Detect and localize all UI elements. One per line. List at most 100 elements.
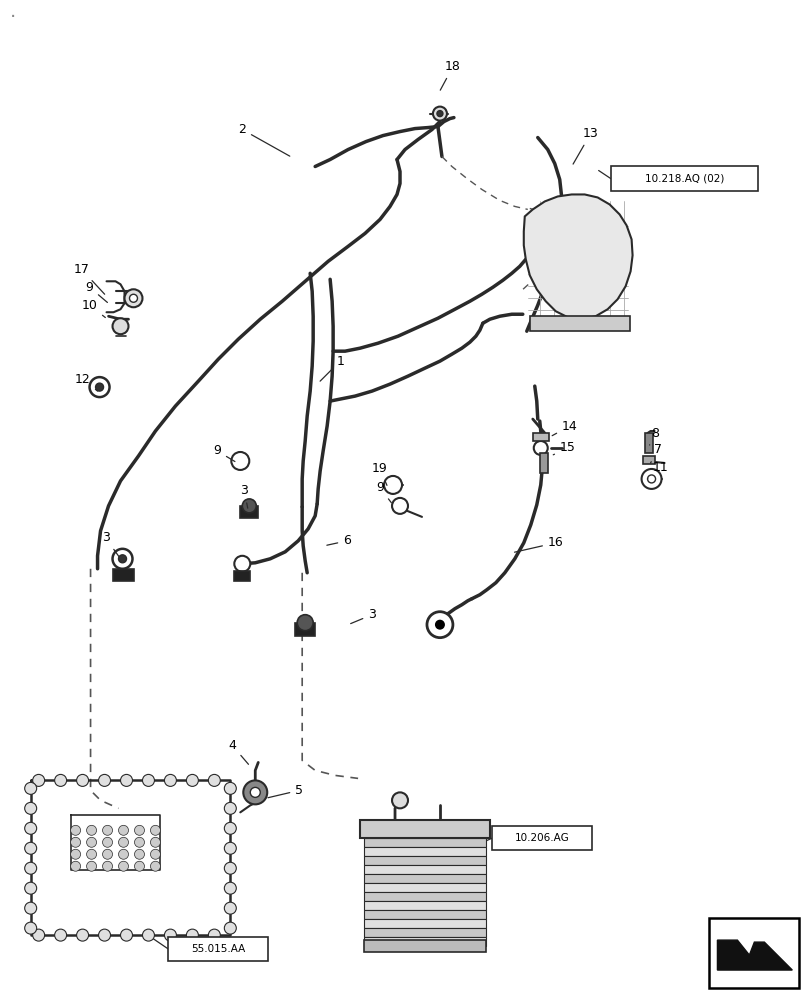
Bar bbox=[363, 883, 485, 892]
Bar bbox=[363, 928, 485, 937]
Circle shape bbox=[24, 922, 36, 934]
Circle shape bbox=[120, 774, 132, 786]
Circle shape bbox=[234, 556, 250, 572]
Text: 10.206.AG: 10.206.AG bbox=[513, 833, 569, 843]
Circle shape bbox=[224, 862, 236, 874]
Circle shape bbox=[118, 837, 128, 847]
Circle shape bbox=[187, 929, 198, 941]
Circle shape bbox=[135, 837, 144, 847]
Circle shape bbox=[142, 774, 154, 786]
Circle shape bbox=[87, 849, 97, 859]
Circle shape bbox=[150, 825, 161, 835]
Circle shape bbox=[87, 861, 97, 871]
Bar bbox=[532, 433, 548, 441]
Text: 8: 8 bbox=[649, 427, 659, 445]
Bar bbox=[642, 456, 654, 464]
Circle shape bbox=[24, 842, 36, 854]
Text: 4: 4 bbox=[228, 739, 248, 764]
Circle shape bbox=[224, 842, 236, 854]
Circle shape bbox=[224, 802, 236, 814]
Text: .: . bbox=[10, 2, 16, 21]
Circle shape bbox=[135, 825, 144, 835]
Circle shape bbox=[187, 774, 198, 786]
Circle shape bbox=[135, 849, 144, 859]
Circle shape bbox=[533, 441, 547, 455]
Circle shape bbox=[208, 774, 220, 786]
Circle shape bbox=[71, 849, 80, 859]
Circle shape bbox=[118, 849, 128, 859]
Bar bbox=[234, 571, 250, 581]
Circle shape bbox=[118, 555, 127, 563]
Polygon shape bbox=[717, 940, 792, 970]
Circle shape bbox=[436, 111, 442, 117]
Bar bbox=[295, 623, 315, 636]
Circle shape bbox=[124, 289, 142, 307]
Circle shape bbox=[165, 774, 176, 786]
Circle shape bbox=[150, 849, 161, 859]
Circle shape bbox=[165, 929, 176, 941]
Circle shape bbox=[231, 452, 249, 470]
Bar bbox=[709, 918, 798, 988]
Text: 55.015.AA: 55.015.AA bbox=[191, 944, 245, 954]
Circle shape bbox=[113, 549, 132, 569]
Bar bbox=[240, 506, 258, 518]
Circle shape bbox=[102, 825, 113, 835]
Text: 3: 3 bbox=[101, 531, 118, 557]
Circle shape bbox=[435, 620, 444, 630]
Circle shape bbox=[98, 929, 110, 941]
Circle shape bbox=[71, 837, 80, 847]
Circle shape bbox=[150, 837, 161, 847]
Text: 18: 18 bbox=[440, 60, 461, 90]
Bar bbox=[529, 316, 629, 331]
Circle shape bbox=[32, 929, 45, 941]
Bar bbox=[539, 453, 547, 473]
Circle shape bbox=[118, 861, 128, 871]
Text: 3: 3 bbox=[350, 608, 375, 624]
Circle shape bbox=[76, 929, 88, 941]
Text: 12: 12 bbox=[75, 373, 97, 391]
Circle shape bbox=[150, 861, 161, 871]
Circle shape bbox=[224, 782, 236, 794]
Circle shape bbox=[392, 792, 407, 808]
Circle shape bbox=[102, 837, 113, 847]
Text: 16: 16 bbox=[514, 536, 563, 552]
Circle shape bbox=[384, 476, 401, 494]
Circle shape bbox=[24, 802, 36, 814]
Circle shape bbox=[427, 612, 453, 638]
Text: 19: 19 bbox=[371, 462, 388, 485]
Circle shape bbox=[96, 383, 104, 391]
Bar bbox=[363, 919, 485, 928]
Circle shape bbox=[224, 902, 236, 914]
Circle shape bbox=[242, 499, 256, 513]
Bar bbox=[363, 847, 485, 856]
Circle shape bbox=[87, 825, 97, 835]
Circle shape bbox=[129, 294, 137, 302]
Circle shape bbox=[24, 862, 36, 874]
Bar bbox=[363, 937, 485, 946]
Bar bbox=[168, 937, 268, 961]
Circle shape bbox=[250, 787, 260, 797]
Bar bbox=[113, 569, 135, 581]
Bar bbox=[363, 892, 485, 901]
Circle shape bbox=[641, 469, 661, 489]
Text: 17: 17 bbox=[74, 263, 105, 294]
Circle shape bbox=[76, 774, 88, 786]
Text: 11: 11 bbox=[646, 461, 667, 479]
Circle shape bbox=[24, 782, 36, 794]
Text: 6: 6 bbox=[327, 534, 350, 547]
Text: 3: 3 bbox=[240, 484, 248, 508]
Text: 2: 2 bbox=[238, 123, 290, 156]
Circle shape bbox=[24, 882, 36, 894]
Text: 5: 5 bbox=[268, 784, 303, 798]
Circle shape bbox=[24, 822, 36, 834]
Circle shape bbox=[113, 318, 128, 334]
Circle shape bbox=[71, 825, 80, 835]
Circle shape bbox=[646, 475, 654, 483]
Bar bbox=[363, 940, 485, 952]
Circle shape bbox=[98, 774, 110, 786]
Polygon shape bbox=[523, 194, 632, 319]
Circle shape bbox=[135, 861, 144, 871]
Circle shape bbox=[24, 902, 36, 914]
Circle shape bbox=[142, 929, 154, 941]
Bar bbox=[363, 865, 485, 874]
